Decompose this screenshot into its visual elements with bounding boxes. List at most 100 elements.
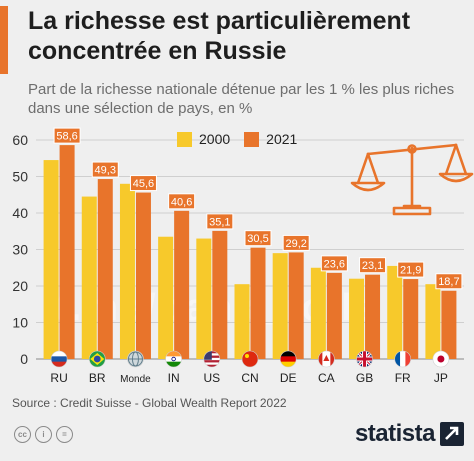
y-tick-label: 50 [12, 169, 28, 185]
usa-flag-icon [203, 350, 221, 368]
legend: 2000 2021 [177, 131, 311, 147]
bars [43, 145, 457, 359]
x-tick-label-ru: RU [50, 371, 67, 385]
statista-mark-icon [440, 422, 464, 446]
bar-2021-in [174, 210, 190, 359]
bar-2021-monde [135, 192, 151, 359]
bar-2021-de [288, 252, 304, 359]
data-label-gb: 23,1 [359, 257, 387, 274]
cc-icon[interactable]: cc [14, 426, 31, 443]
x-tick-label-br: BR [89, 371, 106, 385]
brazil-flag-icon [88, 350, 106, 368]
data-label-text: 45,6 [133, 178, 154, 190]
data-label-box [91, 161, 119, 178]
x-tick-label-jp: JP [434, 371, 448, 385]
by-icon[interactable]: i [35, 426, 52, 443]
data-label-text: 58,6 [56, 131, 77, 143]
data-label-in: 40,6 [168, 193, 196, 210]
data-label-ca: 23,6 [320, 255, 348, 272]
bar-2000-gb [349, 278, 365, 359]
bar-2021-ru [59, 145, 75, 359]
data-label-box [359, 257, 387, 274]
data-label-box [168, 193, 196, 210]
data-label-br: 49,3 [91, 161, 119, 178]
eq-icon[interactable]: = [56, 426, 73, 443]
bar-2021-jp [441, 290, 457, 359]
x-tick-label-in: IN [168, 371, 180, 385]
canada-flag-icon [318, 350, 335, 368]
legend-item-2021: 2021 [244, 131, 297, 147]
japan-flag-icon [432, 350, 450, 368]
bar-2000-in [158, 236, 174, 359]
chart-subtitle: Part de la richesse nationale détenue pa… [28, 81, 455, 117]
x-tick-label-gb: GB [356, 371, 373, 385]
world-flag-icon [127, 350, 144, 368]
data-label-text: 35,1 [209, 216, 230, 228]
statista-logo[interactable]: statista [355, 420, 464, 448]
data-label-box [320, 255, 348, 272]
x-tick-label-monde: Monde [120, 374, 151, 385]
bar-2000-jp [425, 284, 441, 359]
data-label-monde: 45,6 [129, 175, 157, 192]
y-tick-label: 30 [12, 242, 28, 258]
data-label-box [53, 127, 81, 144]
x-tick-label-fr: FR [395, 371, 411, 385]
data-label-ru: 58,6 [53, 127, 81, 144]
bar-2021-gb [365, 274, 381, 359]
data-label-us: 35,1 [206, 213, 234, 230]
x-tick-label-de: DE [280, 371, 297, 385]
bar-2000-fr [387, 265, 403, 359]
data-label-box [129, 175, 157, 192]
data-label-box [435, 273, 463, 290]
data-label-text: 29,2 [285, 238, 306, 250]
y-tick-label: 0 [20, 351, 28, 367]
india-flag-icon [165, 350, 182, 368]
bar-2021-us [212, 230, 228, 359]
bar-2000-us [196, 238, 212, 359]
source-note: Source : Credit Suisse - Global Wealth R… [12, 396, 287, 410]
data-label-fr: 21,9 [397, 261, 425, 278]
germany-flag-icon [279, 350, 297, 368]
y-tick-label: 20 [12, 278, 28, 294]
data-label-text: 49,3 [95, 165, 116, 177]
chart-title: La richesse est particulièrement concent… [28, 7, 411, 65]
uk-flag-icon [356, 350, 373, 368]
x-tick-label-ca: CA [318, 371, 335, 385]
x-tick-label-us: US [203, 371, 220, 385]
data-label-box [244, 230, 272, 247]
balance-scale-icon [350, 143, 474, 216]
legend-label-2021: 2021 [266, 131, 298, 147]
data-label-box [397, 261, 425, 278]
data-labels: 58,6 49,3 45,6 40,6 35,1 30,5 29,2 23,6 23,1 21,9… [53, 127, 463, 290]
russia-flag-icon [50, 350, 68, 368]
data-label-text: 21,9 [400, 265, 421, 277]
bar-2000-br [81, 196, 97, 359]
data-label-text: 40,6 [171, 196, 192, 208]
flags [50, 350, 450, 368]
data-label-text: 30,5 [247, 233, 268, 245]
bar-2021-ca [326, 272, 342, 359]
china-flag-icon [241, 350, 259, 368]
x-tick-label-cn: CN [241, 371, 258, 385]
x-tick-labels: RU BR Monde IN US CN DE CA GB FR JP [50, 371, 447, 385]
bar-2021-br [97, 179, 113, 359]
y-tick-labels: 0 10 20 30 40 50 60 [12, 132, 28, 367]
y-tick-label: 40 [12, 205, 28, 221]
bar-2000-ru [43, 160, 59, 359]
license-icons: cc i = [14, 426, 73, 443]
statista-logo-text: statista [354, 420, 436, 447]
bar-2021-cn [250, 247, 266, 359]
data-label-text: 23,6 [324, 258, 345, 270]
data-label-box [206, 213, 234, 230]
data-label-text: 18,7 [438, 276, 459, 288]
data-label-de: 29,2 [282, 234, 310, 251]
france-flag-icon [394, 350, 412, 368]
bar-2000-ca [310, 267, 326, 359]
data-label-text: 23,1 [362, 260, 383, 272]
legend-label-2000: 2000 [199, 131, 231, 147]
legend-swatch-2021 [244, 131, 260, 147]
bar-2021-fr [403, 279, 419, 359]
data-label-box [282, 234, 310, 251]
accent-bar [0, 6, 8, 74]
